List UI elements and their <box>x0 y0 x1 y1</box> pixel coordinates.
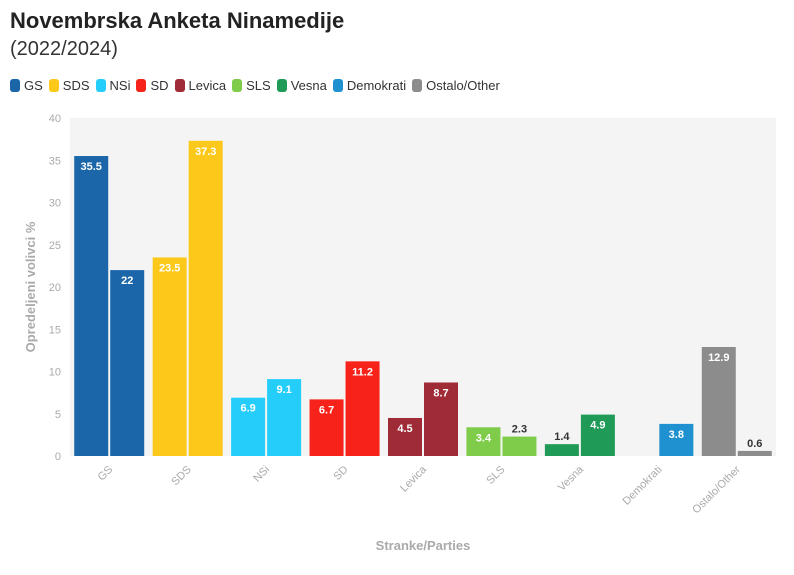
legend-swatch <box>95 79 106 92</box>
x-tick-label: GS <box>96 464 116 484</box>
y-tick-label: 30 <box>49 198 61 210</box>
x-tick-label: Vesna <box>556 463 587 494</box>
bar <box>544 444 579 456</box>
bar-data-label: 6.7 <box>319 404 334 416</box>
legend-item[interactable]: SDS <box>48 78 90 93</box>
legend-swatch <box>332 79 343 92</box>
y-axis-title: Opredeljeni volivci % <box>23 221 38 352</box>
bar-data-label: 4.9 <box>590 420 605 432</box>
bar-data-label: 0.6 <box>747 438 762 450</box>
y-tick-label: 25 <box>49 240 61 252</box>
bar <box>737 450 772 456</box>
y-tick-label: 20 <box>49 282 61 294</box>
legend-swatch <box>412 79 423 92</box>
legend-item[interactable]: Ostalo/Other <box>412 78 500 93</box>
legend-label: Levica <box>188 78 227 93</box>
legend-item[interactable]: NSi <box>95 78 131 93</box>
bar-data-label: 4.5 <box>397 423 412 435</box>
bar-data-label: 22 <box>121 275 133 287</box>
legend-item[interactable]: Demokrati <box>332 78 407 93</box>
bar-data-label: 3.4 <box>476 432 492 444</box>
bar <box>502 436 537 456</box>
chart-title: Novembrska Anketa Ninamedije <box>10 8 345 33</box>
x-tick-label: Demokrati <box>621 464 665 508</box>
legend-item[interactable]: GS <box>10 78 43 93</box>
y-tick-label: 35 <box>49 155 61 167</box>
legend-swatch <box>48 79 59 92</box>
bar-data-label: 8.7 <box>433 387 448 399</box>
bar <box>424 382 458 456</box>
x-tick-label: Levica <box>398 463 430 495</box>
legend-item[interactable]: Vesna <box>276 78 327 93</box>
y-tick-label: 5 <box>55 409 61 421</box>
x-tick-label: NSi <box>251 464 272 485</box>
x-axis-title: Stranke/Parties <box>376 538 471 553</box>
legend-swatch <box>136 79 147 92</box>
legend-swatch <box>174 79 185 92</box>
x-tick-label: Ostalo/Other <box>690 463 743 516</box>
x-tick-label: SLS <box>484 464 507 487</box>
bar <box>580 414 615 456</box>
legend-item[interactable]: SLS <box>232 78 271 93</box>
legend-label: GS <box>24 78 43 93</box>
bar-data-label: 23.5 <box>159 262 180 274</box>
bar <box>309 399 344 456</box>
bar-data-label: 37.3 <box>195 146 216 158</box>
legend-label: Ostalo/Other <box>426 78 500 93</box>
bar <box>659 423 694 456</box>
bar-data-label: 1.4 <box>554 431 570 443</box>
bar <box>74 156 109 456</box>
legend-label: Vesna <box>290 78 327 93</box>
legend-label: SD <box>150 78 169 93</box>
legend-swatch <box>276 79 287 92</box>
legend-label: Demokrati <box>346 78 407 93</box>
bar <box>231 397 266 456</box>
bar-data-label: 11.2 <box>352 366 373 378</box>
legend-label: SLS <box>246 78 271 93</box>
legend-label: SDS <box>62 78 90 93</box>
bar <box>345 361 380 456</box>
bar <box>701 346 736 456</box>
bar-data-label: 12.9 <box>708 352 729 364</box>
legend-swatch <box>10 79 20 92</box>
x-tick-label: SDS <box>169 464 193 488</box>
y-tick-label: 15 <box>49 324 61 336</box>
legend-item[interactable]: SD <box>136 78 169 93</box>
bar <box>466 427 501 456</box>
bar <box>152 257 187 456</box>
chart-subtitle: (2022/2024) <box>10 38 118 60</box>
plot-area <box>70 118 776 456</box>
bar-data-label: 9.1 <box>276 384 291 396</box>
bar-data-label: 6.9 <box>240 403 255 415</box>
bar <box>388 417 422 456</box>
bar-data-label: 3.8 <box>669 429 684 441</box>
y-tick-label: 40 <box>49 113 61 125</box>
bar <box>267 379 302 456</box>
y-tick-label: 0 <box>55 451 61 463</box>
x-tick-label: SD <box>331 464 350 483</box>
bar-data-label: 35.5 <box>81 161 102 173</box>
bar-data-label: 2.3 <box>512 424 527 436</box>
chart-legend: GS SDS NSi SD Levica SLS Vesna Demokrati Ostalo/… <box>10 78 506 93</box>
legend-swatch <box>232 79 243 92</box>
legend-item[interactable]: Levica <box>174 78 227 93</box>
bar <box>110 270 145 456</box>
y-tick-label: 10 <box>49 367 61 379</box>
legend-label: NSi <box>109 78 131 93</box>
bar <box>188 140 223 456</box>
